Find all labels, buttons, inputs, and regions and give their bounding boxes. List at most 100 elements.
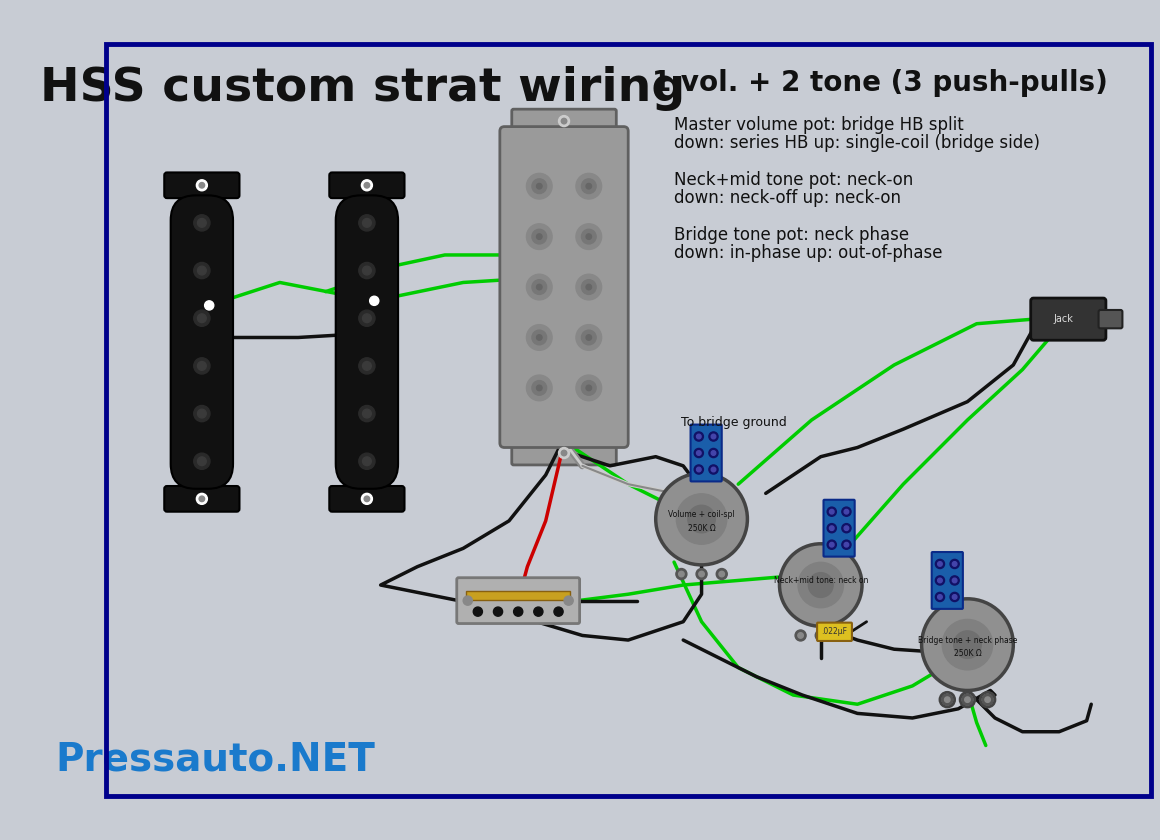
- Circle shape: [985, 697, 991, 702]
- Circle shape: [960, 692, 974, 707]
- Circle shape: [694, 449, 703, 458]
- Text: Bridge tone + neck phase: Bridge tone + neck phase: [918, 636, 1017, 644]
- Circle shape: [709, 465, 718, 474]
- Circle shape: [194, 453, 210, 470]
- Circle shape: [554, 607, 563, 617]
- Circle shape: [709, 449, 718, 458]
- Circle shape: [362, 493, 372, 504]
- Circle shape: [844, 543, 849, 547]
- Circle shape: [942, 694, 952, 705]
- Circle shape: [527, 274, 552, 300]
- Circle shape: [197, 266, 206, 275]
- Circle shape: [698, 571, 704, 577]
- Circle shape: [194, 358, 210, 374]
- Circle shape: [962, 694, 973, 705]
- Circle shape: [696, 569, 708, 580]
- Circle shape: [561, 118, 567, 123]
- Circle shape: [937, 595, 942, 599]
- FancyBboxPatch shape: [165, 486, 239, 512]
- Circle shape: [586, 284, 592, 290]
- Circle shape: [842, 507, 851, 517]
- Circle shape: [798, 562, 843, 607]
- Circle shape: [537, 183, 542, 189]
- Circle shape: [577, 375, 602, 401]
- FancyBboxPatch shape: [824, 500, 855, 557]
- Circle shape: [586, 334, 592, 340]
- Circle shape: [561, 450, 567, 456]
- Circle shape: [197, 314, 206, 323]
- Circle shape: [358, 358, 375, 374]
- Circle shape: [527, 324, 552, 350]
- Circle shape: [965, 697, 970, 702]
- Circle shape: [358, 262, 375, 279]
- Circle shape: [197, 457, 206, 465]
- Text: Neck+mid tone pot: neck-on: Neck+mid tone pot: neck-on: [674, 171, 913, 189]
- Circle shape: [696, 434, 701, 438]
- Text: Neck+mid tone: neck on: Neck+mid tone: neck on: [774, 576, 868, 585]
- Text: Master volume pot: bridge HB split: Master volume pot: bridge HB split: [674, 116, 964, 134]
- Circle shape: [711, 434, 716, 438]
- Circle shape: [842, 523, 851, 533]
- Circle shape: [937, 562, 942, 566]
- Circle shape: [694, 465, 703, 474]
- FancyBboxPatch shape: [931, 552, 963, 609]
- Circle shape: [980, 692, 995, 707]
- Circle shape: [829, 509, 834, 514]
- Circle shape: [204, 301, 213, 310]
- Circle shape: [537, 284, 542, 290]
- Text: Volume + coil-spl: Volume + coil-spl: [668, 510, 735, 519]
- Circle shape: [935, 592, 944, 601]
- Circle shape: [983, 694, 993, 705]
- Circle shape: [711, 467, 716, 472]
- Circle shape: [363, 457, 371, 465]
- FancyBboxPatch shape: [1031, 298, 1105, 340]
- Text: 250K Ω: 250K Ω: [688, 523, 716, 533]
- Circle shape: [363, 218, 371, 228]
- Text: To bridge ground: To bridge ground: [681, 417, 786, 429]
- Text: Jack: Jack: [1053, 314, 1074, 324]
- Circle shape: [586, 183, 592, 189]
- Circle shape: [537, 386, 542, 391]
- Circle shape: [527, 223, 552, 249]
- FancyBboxPatch shape: [817, 622, 851, 641]
- Circle shape: [358, 406, 375, 422]
- Circle shape: [363, 266, 371, 275]
- FancyBboxPatch shape: [329, 172, 405, 198]
- Bar: [466, 591, 571, 600]
- Text: HSS custom strat wiring: HSS custom strat wiring: [39, 66, 684, 111]
- FancyBboxPatch shape: [457, 578, 580, 623]
- Circle shape: [527, 173, 552, 199]
- Circle shape: [676, 569, 687, 580]
- Text: down: in-phase up: out-of-phase: down: in-phase up: out-of-phase: [674, 244, 943, 262]
- Circle shape: [363, 361, 371, 370]
- Circle shape: [534, 607, 543, 617]
- Circle shape: [493, 607, 502, 617]
- Circle shape: [696, 451, 701, 455]
- Circle shape: [688, 506, 716, 533]
- Circle shape: [194, 406, 210, 422]
- Circle shape: [581, 381, 596, 396]
- Circle shape: [835, 630, 847, 641]
- Circle shape: [537, 334, 542, 340]
- Circle shape: [564, 596, 573, 605]
- Circle shape: [586, 386, 592, 391]
- Circle shape: [935, 576, 944, 585]
- Circle shape: [829, 526, 834, 531]
- Circle shape: [577, 223, 602, 249]
- Circle shape: [679, 571, 684, 577]
- Circle shape: [581, 229, 596, 244]
- Circle shape: [676, 494, 727, 544]
- FancyBboxPatch shape: [165, 172, 239, 198]
- Circle shape: [581, 280, 596, 294]
- Circle shape: [942, 619, 993, 669]
- Circle shape: [844, 526, 849, 531]
- Circle shape: [537, 234, 542, 239]
- FancyBboxPatch shape: [171, 196, 233, 489]
- Circle shape: [815, 630, 826, 641]
- Circle shape: [532, 330, 546, 344]
- Circle shape: [363, 409, 371, 418]
- FancyBboxPatch shape: [512, 441, 616, 465]
- Circle shape: [818, 633, 824, 638]
- Circle shape: [370, 297, 379, 306]
- Circle shape: [577, 274, 602, 300]
